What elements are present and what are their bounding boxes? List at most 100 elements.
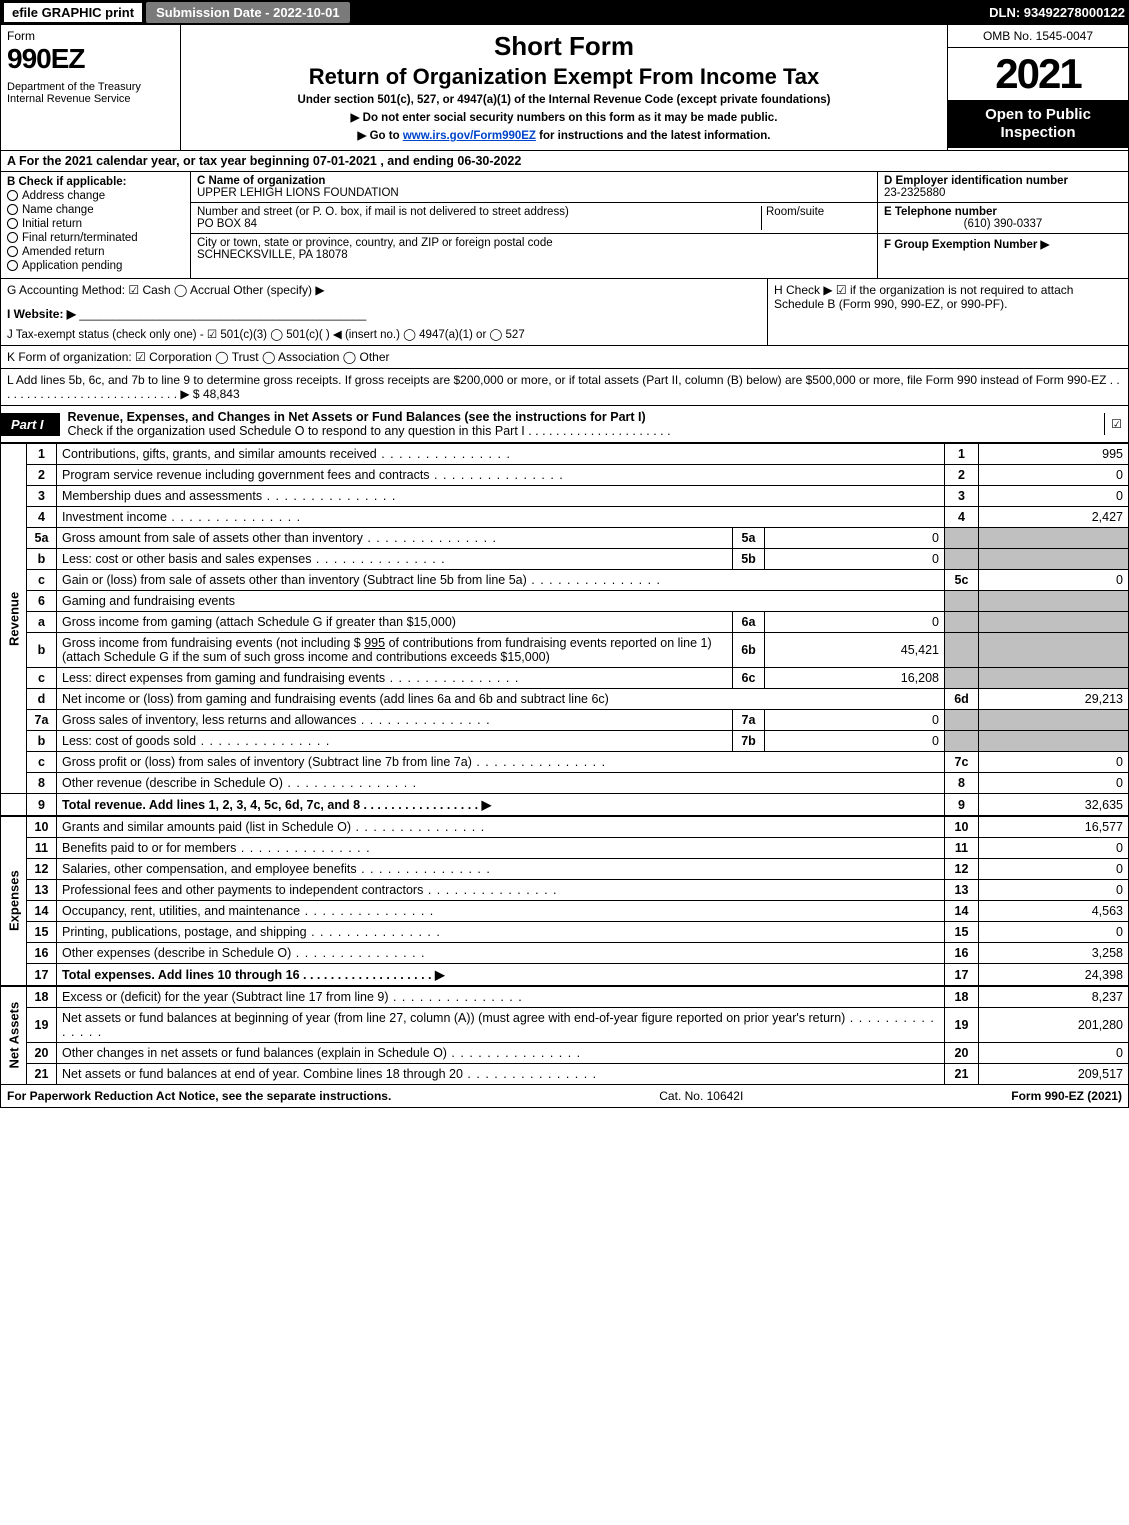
l6d-amt: 29,213 bbox=[979, 689, 1129, 710]
box-b-checkboxes: B Check if applicable: Address change Na… bbox=[1, 172, 191, 278]
l20-code: 20 bbox=[945, 1043, 979, 1064]
l19-num: 19 bbox=[27, 1008, 57, 1043]
expenses-side-label: Expenses bbox=[1, 816, 27, 986]
open-to-public: Open to Public Inspection bbox=[948, 100, 1128, 148]
room-suite-label: Room/suite bbox=[761, 206, 871, 230]
l15-num: 15 bbox=[27, 922, 57, 943]
l16-desc: Other expenses (describe in Schedule O) bbox=[62, 946, 425, 960]
title-return: Return of Organization Exempt From Incom… bbox=[189, 64, 939, 90]
l13-num: 13 bbox=[27, 880, 57, 901]
street-label: Number and street (or P. O. box, if mail… bbox=[197, 206, 569, 218]
under-section-text: Under section 501(c), 527, or 4947(a)(1)… bbox=[189, 94, 939, 106]
l9-desc: Total revenue. Add lines 1, 2, 3, 4, 5c,… bbox=[62, 798, 491, 812]
l21-num: 21 bbox=[27, 1064, 57, 1085]
part-i-check[interactable]: ☑ bbox=[1104, 413, 1128, 435]
l7b-in: 7b bbox=[733, 731, 765, 752]
l16-amt: 3,258 bbox=[979, 943, 1129, 964]
l5a-in: 5a bbox=[733, 528, 765, 549]
l17-desc: Total expenses. Add lines 10 through 16 … bbox=[62, 968, 445, 982]
l7b-desc: Less: cost of goods sold bbox=[62, 734, 330, 748]
title-short-form: Short Form bbox=[189, 31, 939, 62]
l1-code: 1 bbox=[945, 444, 979, 465]
l7a-desc: Gross sales of inventory, less returns a… bbox=[62, 713, 491, 727]
l6c-num: c bbox=[27, 668, 57, 689]
l9-code: 9 bbox=[945, 794, 979, 817]
footer-left: For Paperwork Reduction Act Notice, see … bbox=[7, 1089, 391, 1103]
lbl-name-change: Name change bbox=[22, 204, 94, 216]
chk-address-change[interactable] bbox=[7, 190, 18, 201]
row-j-tax-exempt: J Tax-exempt status (check only one) - ☑… bbox=[7, 327, 761, 341]
l19-code: 19 bbox=[945, 1008, 979, 1043]
l16-num: 16 bbox=[27, 943, 57, 964]
l5b-iv: 0 bbox=[765, 549, 945, 570]
l5a-num: 5a bbox=[27, 528, 57, 549]
street-value: PO BOX 84 bbox=[197, 218, 257, 230]
l12-desc: Salaries, other compensation, and employ… bbox=[62, 862, 491, 876]
l6a-iv: 0 bbox=[765, 612, 945, 633]
l3-amt: 0 bbox=[979, 486, 1129, 507]
l1-num: 1 bbox=[27, 444, 57, 465]
part-i-header: Part I Revenue, Expenses, and Changes in… bbox=[0, 406, 1129, 443]
l18-amt: 8,237 bbox=[979, 986, 1129, 1008]
l14-amt: 4,563 bbox=[979, 901, 1129, 922]
l7c-code: 7c bbox=[945, 752, 979, 773]
header-left: Form 990EZ Department of the Treasury In… bbox=[1, 25, 181, 150]
phone-label: E Telephone number bbox=[884, 206, 997, 218]
netassets-side-label: Net Assets bbox=[1, 986, 27, 1085]
chk-amended-return[interactable] bbox=[7, 246, 18, 257]
l6b-num: b bbox=[27, 633, 57, 668]
l13-code: 13 bbox=[945, 880, 979, 901]
part-i-tag: Part I bbox=[1, 413, 60, 436]
l6d-desc: Net income or (loss) from gaming and fun… bbox=[57, 689, 945, 710]
l7c-desc: Gross profit or (loss) from sales of inv… bbox=[62, 755, 606, 769]
l6c-iv: 16,208 bbox=[765, 668, 945, 689]
l15-amt: 0 bbox=[979, 922, 1129, 943]
phone-value: (610) 390-0337 bbox=[884, 218, 1122, 230]
l18-num: 18 bbox=[27, 986, 57, 1008]
efile-print-label[interactable]: efile GRAPHIC print bbox=[4, 3, 142, 22]
submission-date-pill: Submission Date - 2022-10-01 bbox=[146, 2, 350, 23]
l7b-iv: 0 bbox=[765, 731, 945, 752]
l3-desc: Membership dues and assessments bbox=[62, 489, 396, 503]
row-i-website: I Website: ▶ bbox=[7, 307, 76, 321]
l11-amt: 0 bbox=[979, 838, 1129, 859]
l6a-num: a bbox=[27, 612, 57, 633]
ein-value: 23-2325880 bbox=[884, 187, 945, 199]
l6c-desc: Less: direct expenses from gaming and fu… bbox=[62, 671, 519, 685]
lbl-amended-return: Amended return bbox=[22, 246, 104, 258]
l4-desc: Investment income bbox=[62, 510, 301, 524]
chk-final-return[interactable] bbox=[7, 232, 18, 243]
header-center: Short Form Return of Organization Exempt… bbox=[181, 25, 948, 150]
goto-post: for instructions and the latest informat… bbox=[536, 130, 771, 142]
l4-num: 4 bbox=[27, 507, 57, 528]
l12-amt: 0 bbox=[979, 859, 1129, 880]
l8-desc: Other revenue (describe in Schedule O) bbox=[62, 776, 417, 790]
dept-label: Department of the Treasury Internal Reve… bbox=[7, 81, 174, 105]
ein-label: D Employer identification number bbox=[884, 175, 1068, 187]
l21-amt: 209,517 bbox=[979, 1064, 1129, 1085]
omb-number: OMB No. 1545-0047 bbox=[948, 25, 1128, 48]
l20-num: 20 bbox=[27, 1043, 57, 1064]
l7a-iv: 0 bbox=[765, 710, 945, 731]
l3-code: 3 bbox=[945, 486, 979, 507]
l11-num: 11 bbox=[27, 838, 57, 859]
l5a-iv: 0 bbox=[765, 528, 945, 549]
form-header: Form 990EZ Department of the Treasury In… bbox=[0, 25, 1129, 151]
chk-name-change[interactable] bbox=[7, 204, 18, 215]
l5c-code: 5c bbox=[945, 570, 979, 591]
l6a-desc: Gross income from gaming (attach Schedul… bbox=[57, 612, 733, 633]
chk-application-pending[interactable] bbox=[7, 260, 18, 271]
org-name-label: C Name of organization bbox=[197, 175, 325, 187]
l12-num: 12 bbox=[27, 859, 57, 880]
l17-num: 17 bbox=[27, 964, 57, 987]
l14-num: 14 bbox=[27, 901, 57, 922]
goto-line: ▶ Go to www.irs.gov/Form990EZ for instru… bbox=[189, 128, 939, 142]
l7c-num: c bbox=[27, 752, 57, 773]
l6d-code: 6d bbox=[945, 689, 979, 710]
part-i-title: Revenue, Expenses, and Changes in Net As… bbox=[68, 410, 646, 424]
irs-link[interactable]: www.irs.gov/Form990EZ bbox=[403, 130, 536, 142]
l13-desc: Professional fees and other payments to … bbox=[62, 883, 558, 897]
chk-initial-return[interactable] bbox=[7, 218, 18, 229]
l5c-desc: Gain or (loss) from sale of assets other… bbox=[62, 573, 661, 587]
l7a-num: 7a bbox=[27, 710, 57, 731]
